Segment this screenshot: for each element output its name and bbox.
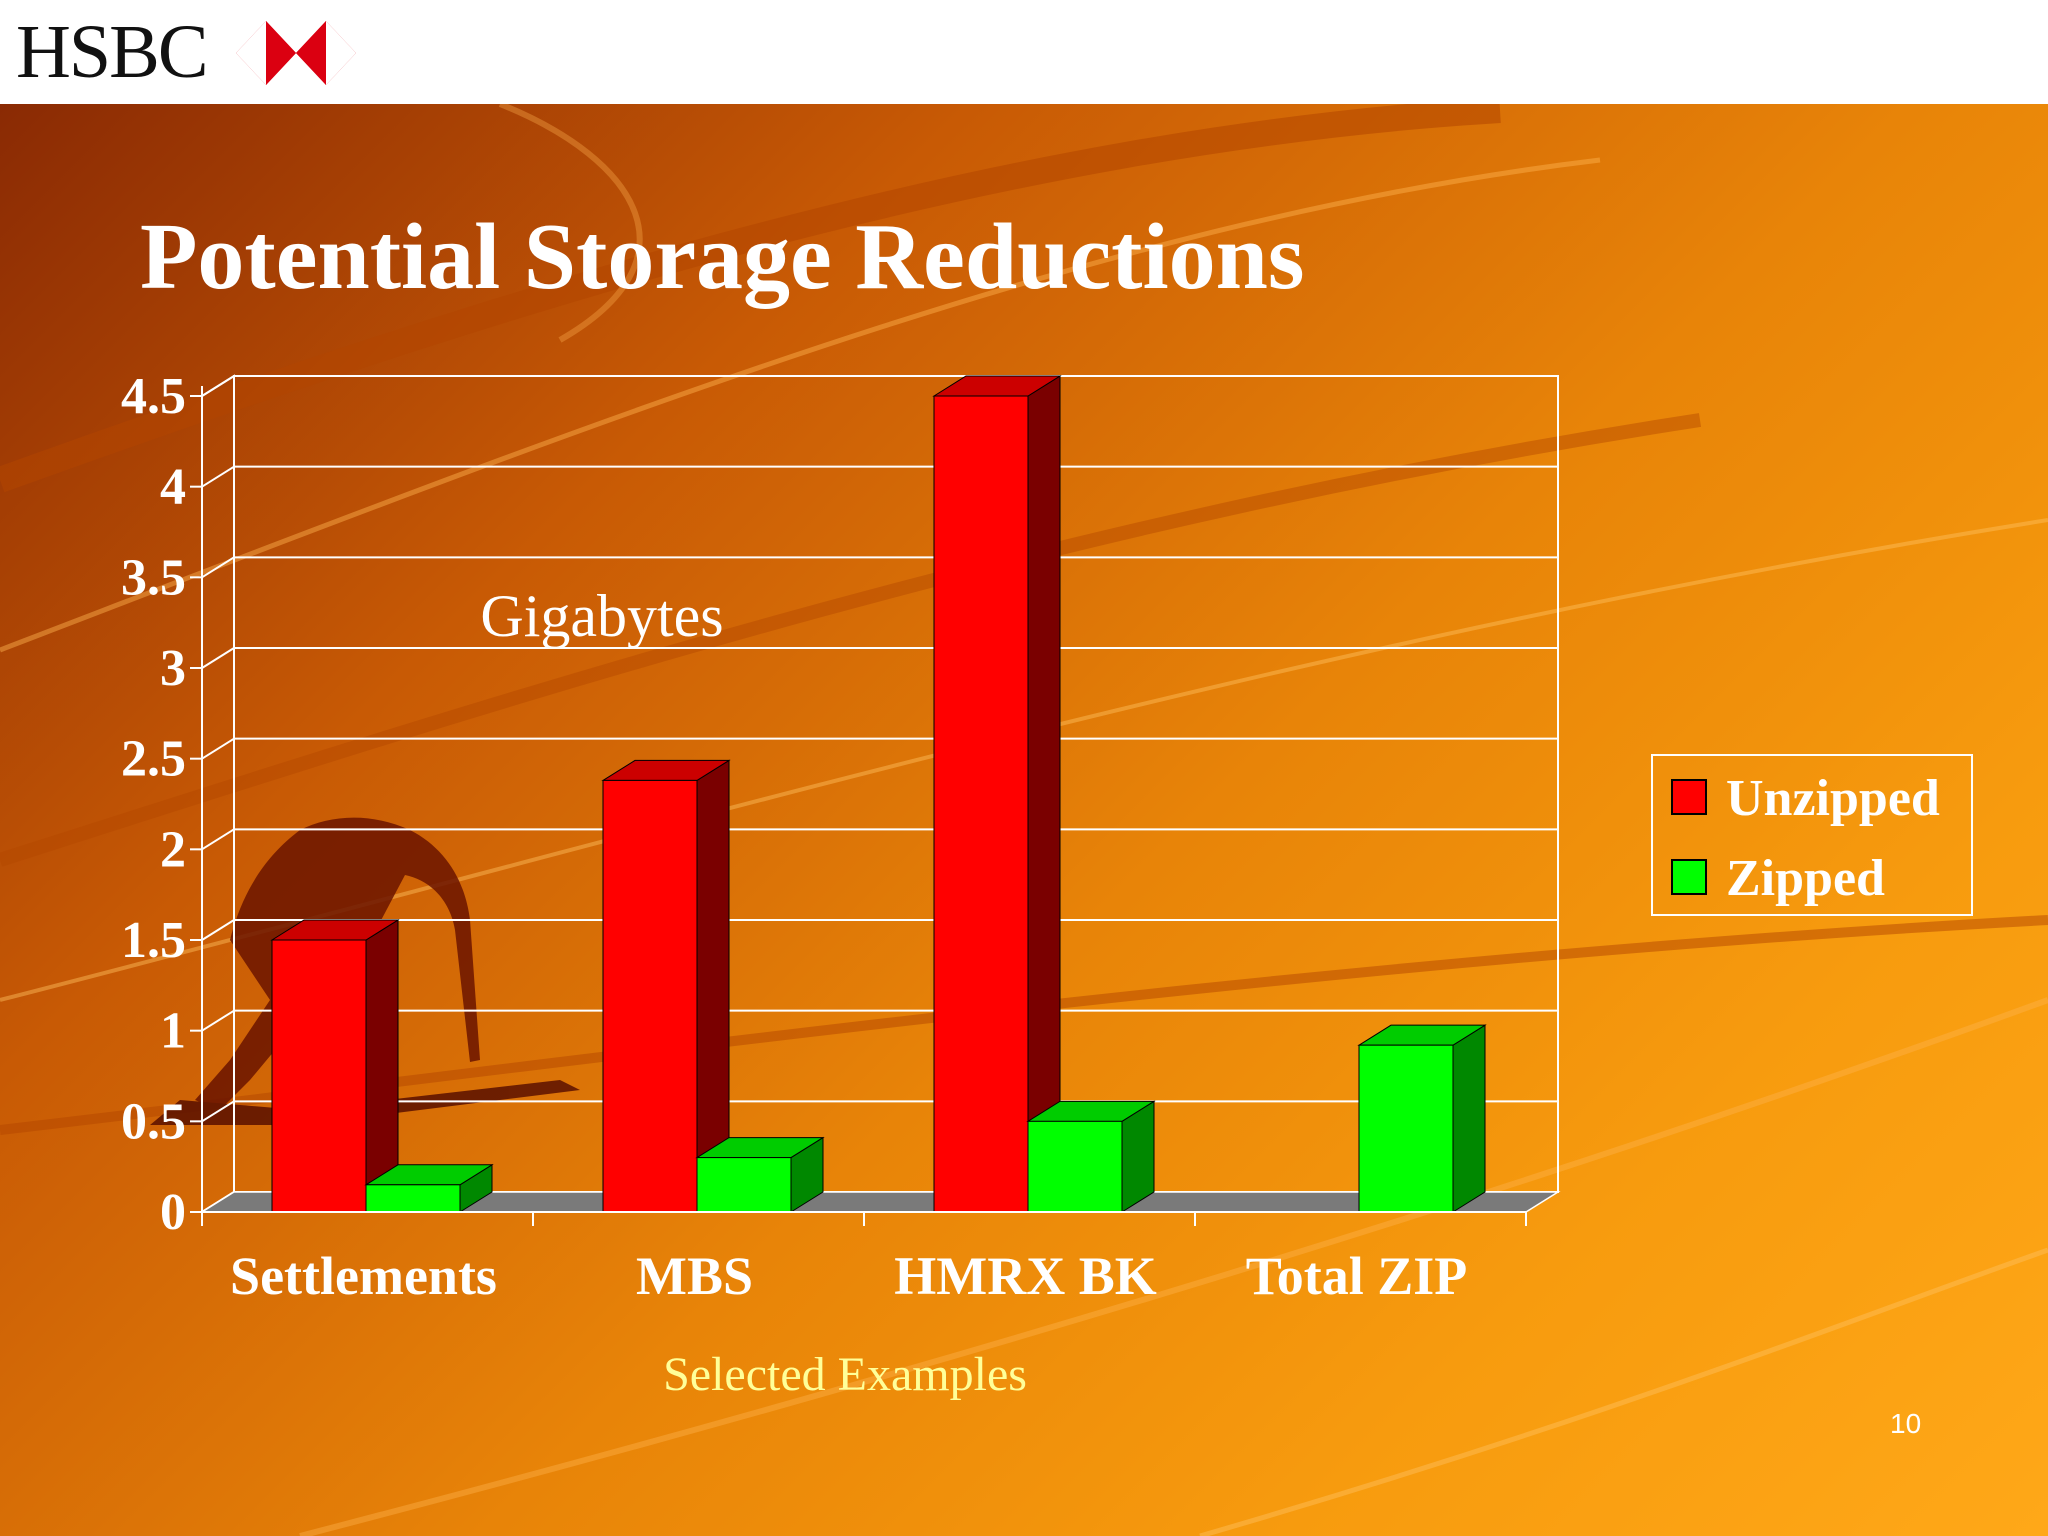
bar-zipped [695, 1136, 825, 1213]
y-tick-label: 4 [160, 459, 186, 516]
bar-side [1027, 375, 1061, 1213]
bar-front [602, 779, 698, 1213]
bar-front [696, 1157, 792, 1213]
hsbc-logo-text: HSBC [16, 10, 209, 94]
bar-zipped [1357, 1024, 1487, 1213]
gridline-side [201, 1100, 235, 1123]
slide-background [0, 104, 2048, 1536]
legend-label: Zipped [1726, 850, 1885, 907]
y-tick-label: 0 [160, 1184, 186, 1241]
gridline-side [201, 556, 235, 579]
x-axis-title: Selected Examples [663, 1348, 1027, 1401]
bar-unzipped [932, 375, 1062, 1213]
slide-title: Potential Storage Reductions [140, 205, 1305, 309]
gridline-side [201, 465, 235, 488]
y-tick-label: 2 [160, 821, 186, 878]
gridline-side [201, 375, 235, 397]
legend-box [1651, 754, 1973, 916]
gridline-side [201, 828, 235, 851]
x-tick-label: Settlements [230, 1246, 497, 1306]
bar-zipped [364, 1163, 494, 1213]
y-tick-label: 4.5 [121, 368, 186, 425]
bar-front [271, 939, 367, 1213]
bar-front [1027, 1120, 1123, 1213]
y-axis-title: Gigabytes [480, 583, 723, 649]
y-tick-label: 3 [160, 640, 186, 697]
bar-side [1452, 1024, 1486, 1213]
bar-front [365, 1184, 461, 1213]
legend-swatch [1671, 859, 1707, 895]
x-tick-label: MBS [636, 1246, 753, 1306]
legend-swatch [1671, 779, 1707, 815]
gridline-side [201, 737, 235, 760]
gridline-side [201, 1009, 235, 1032]
y-tick-label: 1.5 [121, 912, 186, 969]
bar-unzipped [601, 759, 731, 1213]
hsbc-hexagon-icon [236, 21, 356, 85]
gridline-side [201, 919, 235, 941]
x-tick-label: HMRX BK [894, 1246, 1157, 1306]
y-tick-label: 3.5 [121, 549, 186, 606]
gridline-side [201, 647, 235, 669]
y-tick-label: 2.5 [121, 731, 186, 788]
page-number: 10 [1890, 1408, 1922, 1439]
bar-front [1358, 1044, 1454, 1213]
y-tick-label: 0.5 [121, 1093, 186, 1150]
bar-zipped [1026, 1100, 1156, 1213]
header-bar: HSBC [0, 0, 2048, 104]
bar-front [933, 395, 1029, 1213]
legend-label: Unzipped [1726, 770, 1940, 827]
bar-unzipped [270, 919, 400, 1213]
side-wall [201, 374, 235, 1214]
y-tick-label: 1 [160, 1003, 186, 1060]
x-tick-label: Total ZIP [1246, 1246, 1468, 1306]
